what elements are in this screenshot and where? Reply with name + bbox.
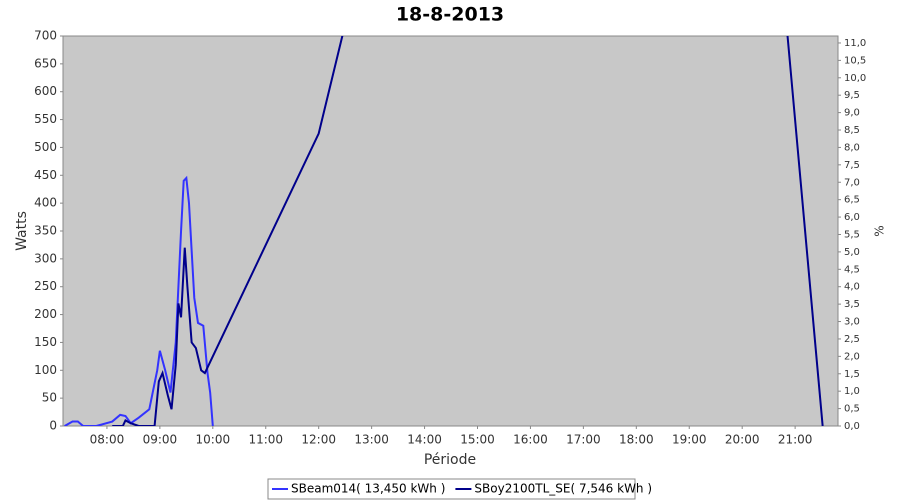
x-tick-label: 18:00 xyxy=(619,433,654,447)
y2-tick-label: 9,5 xyxy=(844,90,860,101)
y2-tick-label: 10,0 xyxy=(844,73,866,84)
y2-tick-label: 8,5 xyxy=(844,125,860,136)
y2-tick-label: 9,0 xyxy=(844,108,860,119)
y2-tick-label: 0,5 xyxy=(844,404,860,415)
y-tick-label: 700 xyxy=(34,29,57,43)
y2-tick-label: 4,5 xyxy=(844,264,860,275)
x-tick-label: 11:00 xyxy=(248,433,283,447)
y2-tick-label: 3,5 xyxy=(844,299,860,310)
y2-tick-label: 10,5 xyxy=(844,55,866,66)
legend xyxy=(267,478,636,500)
x-tick-label: 15:00 xyxy=(460,433,495,447)
y2-tick-label: 11,0 xyxy=(844,38,866,49)
x-tick-label: 08:00 xyxy=(90,433,125,447)
y2-tick-label: 7,5 xyxy=(844,160,860,171)
y2-tick-label: 0,0 xyxy=(844,421,860,432)
x-tick-label: 13:00 xyxy=(354,433,389,447)
y2-tick-label: 2,0 xyxy=(844,351,860,362)
x-tick-label: 14:00 xyxy=(407,433,442,447)
x-tick-label: 20:00 xyxy=(725,433,760,447)
x-tick-label: 17:00 xyxy=(566,433,601,447)
y-tick-label: 150 xyxy=(34,335,57,349)
y2-tick-label: 6,5 xyxy=(844,195,860,206)
y2-tick-label: 8,0 xyxy=(844,142,860,153)
y2-tick-label: 4,0 xyxy=(844,282,860,293)
y-tick-label: 250 xyxy=(34,279,57,293)
y-tick-label: 500 xyxy=(34,140,57,154)
y-tick-label: 100 xyxy=(34,363,57,377)
y-tick-label: 50 xyxy=(42,391,57,405)
chart-title: 18-8-2013 xyxy=(396,4,504,26)
x-tick-label: 10:00 xyxy=(196,433,231,447)
y-tick-label: 600 xyxy=(34,84,57,98)
y-tick-label: 0 xyxy=(49,419,57,433)
y-tick-label: 650 xyxy=(34,56,57,70)
y2-tick-label: 5,0 xyxy=(844,247,860,258)
legend-label: SBeam014( 13,450 kWh ) xyxy=(291,482,445,496)
legend-label: SBoy2100TL_SE( 7,546 kWh ) xyxy=(474,482,652,496)
x-tick-label: 09:00 xyxy=(143,433,178,447)
x-tick-label: 16:00 xyxy=(513,433,548,447)
y2-tick-label: 3,0 xyxy=(844,317,860,328)
y2-tick-label: 6,0 xyxy=(844,212,860,223)
x-tick-label: 19:00 xyxy=(672,433,707,447)
y-tick-label: 550 xyxy=(34,112,57,126)
y2-axis-label: % xyxy=(873,225,887,236)
series-line xyxy=(64,175,214,426)
y-axis-label: Watts xyxy=(14,211,30,251)
y2-tick-label: 5,5 xyxy=(844,229,860,240)
series-line xyxy=(112,36,824,426)
y2-tick-label: 2,5 xyxy=(844,334,860,345)
y-tick-label: 200 xyxy=(34,307,57,321)
y2-tick-label: 1,5 xyxy=(844,369,860,380)
x-axis-label: Période xyxy=(424,452,476,468)
y-tick-label: 450 xyxy=(34,168,57,182)
y-tick-label: 350 xyxy=(34,224,57,238)
y2-tick-label: 7,0 xyxy=(844,177,860,188)
plot-area xyxy=(62,35,839,427)
series-group xyxy=(64,36,824,426)
x-tick-label: 21:00 xyxy=(778,433,813,447)
x-tick-label: 12:00 xyxy=(301,433,336,447)
y2-tick-label: 1,0 xyxy=(844,386,860,397)
y-tick-label: 400 xyxy=(34,196,57,210)
y-tick-label: 300 xyxy=(34,251,57,265)
